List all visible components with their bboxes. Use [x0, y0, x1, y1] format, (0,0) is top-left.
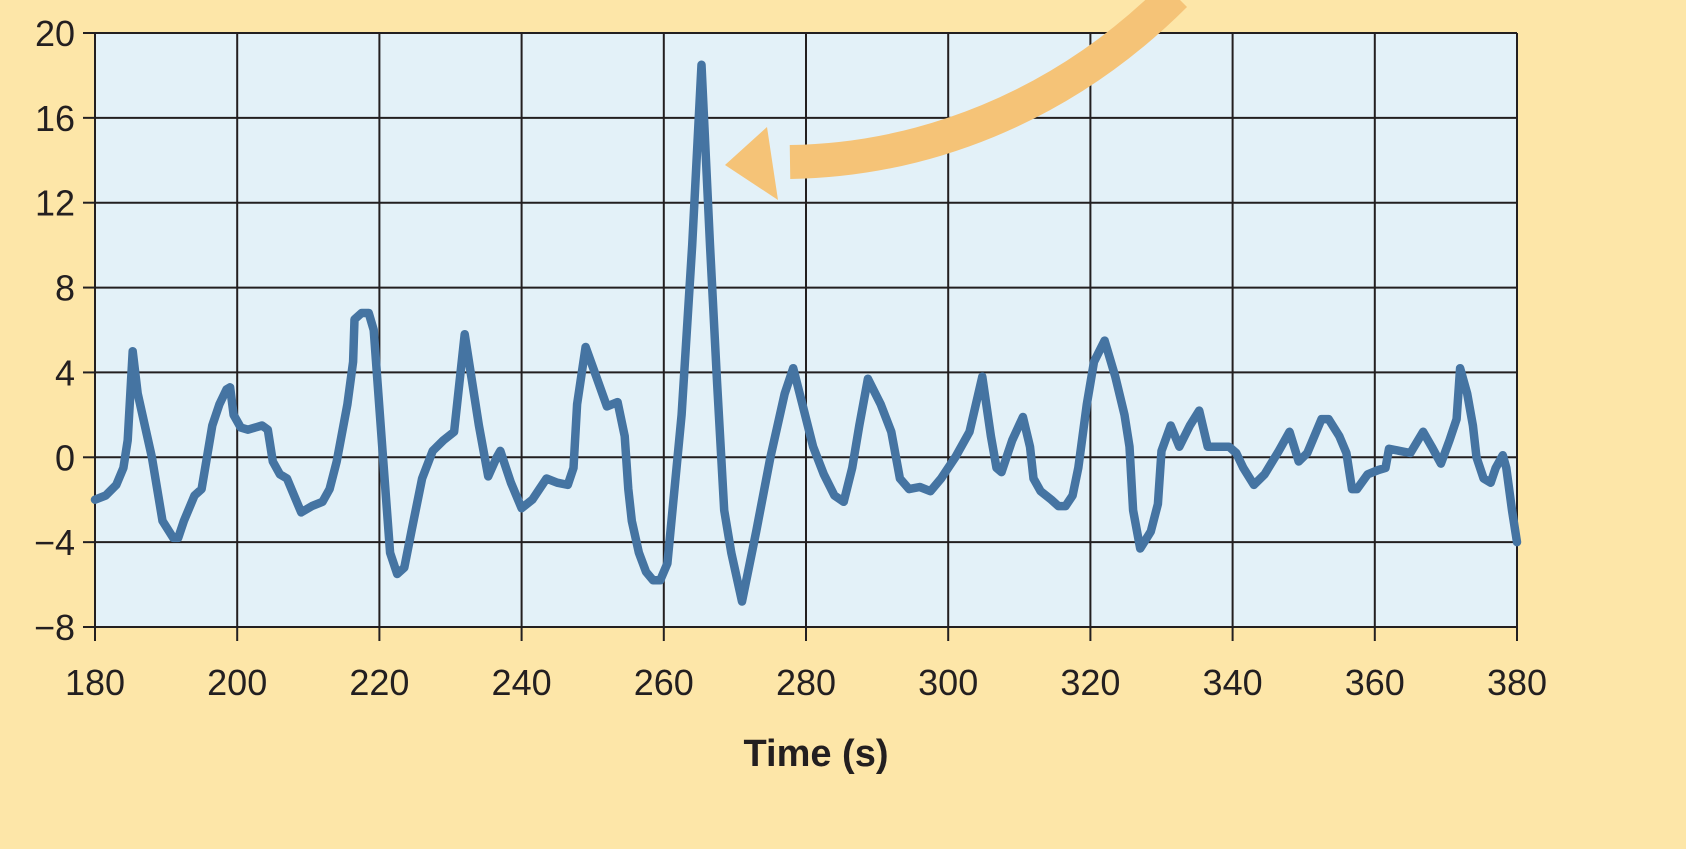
x-tick-label: 340 — [1203, 662, 1263, 703]
x-tick-label: 200 — [207, 662, 267, 703]
y-tick-label: −8 — [34, 607, 75, 648]
y-tick-label: 16 — [35, 98, 75, 139]
x-tick-label: 220 — [349, 662, 409, 703]
y-tick-label: 12 — [35, 183, 75, 224]
y-tick-label: 20 — [35, 13, 75, 54]
arrow-head — [725, 127, 778, 200]
arrow-shaft — [789, 0, 1188, 179]
x-tick-label: 280 — [776, 662, 836, 703]
y-tick-label: 0 — [55, 437, 75, 478]
x-tick-label: 300 — [918, 662, 978, 703]
annotation-arrow — [725, 0, 1188, 200]
x-tick-label: 260 — [634, 662, 694, 703]
y-tick-label: 8 — [55, 268, 75, 309]
x-tick-label: 360 — [1345, 662, 1405, 703]
series-line — [90, 60, 1522, 606]
y-tick-label: 4 — [55, 352, 75, 393]
x-tick-label: 240 — [492, 662, 552, 703]
x-tick-label: 180 — [65, 662, 125, 703]
x-tick-label: 380 — [1487, 662, 1547, 703]
y-axis-ticks: −8 −4 0 4 8 12 16 20 — [34, 13, 95, 648]
x-tick-label: 320 — [1060, 662, 1120, 703]
x-axis-ticks: 180 200 220 240 260 280 300 320 340 360 380 — [65, 627, 1547, 703]
x-axis-title: Time (s) — [743, 733, 888, 775]
y-tick-label: −4 — [34, 522, 75, 563]
